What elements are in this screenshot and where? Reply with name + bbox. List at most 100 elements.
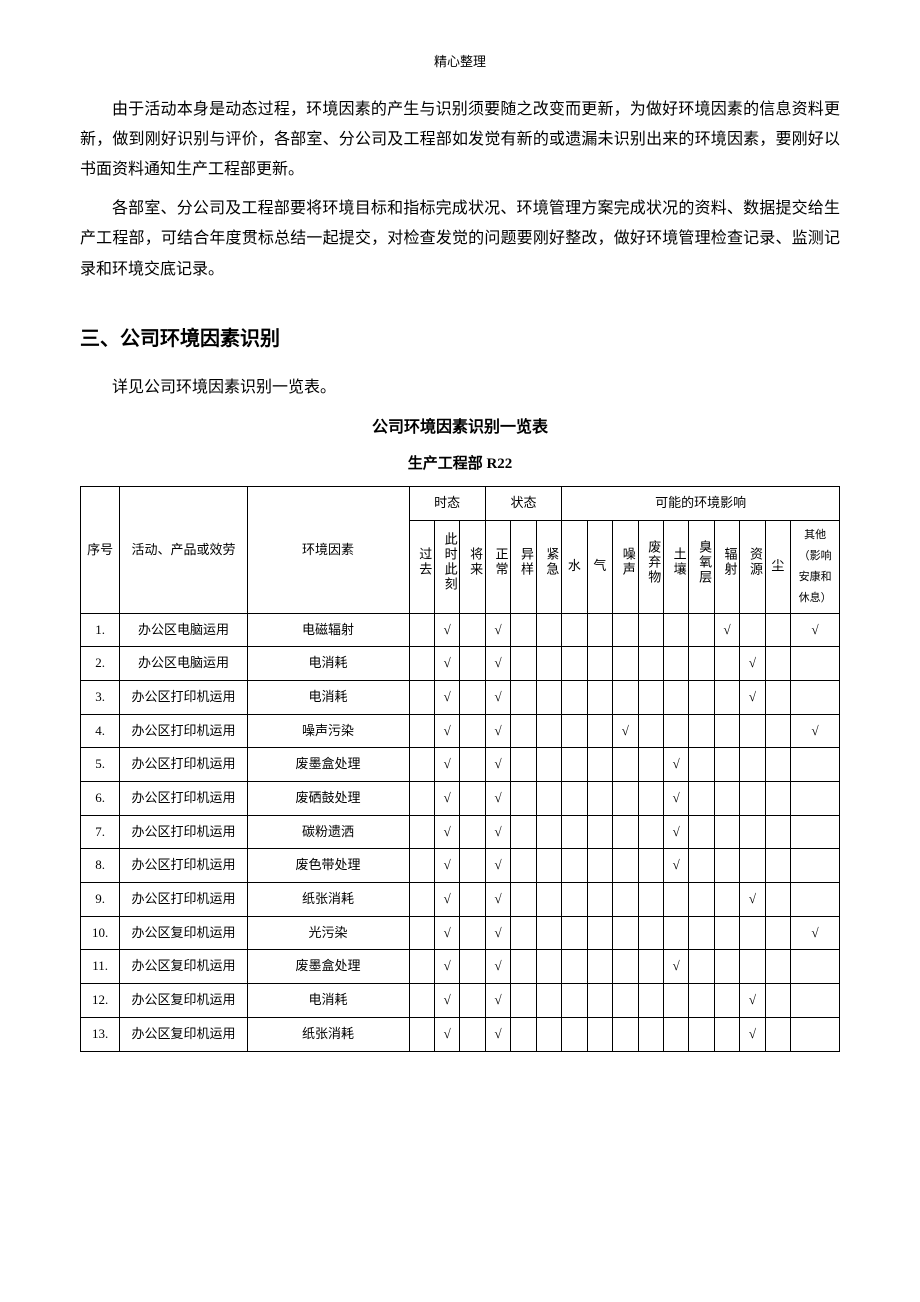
cell-impact (740, 849, 765, 883)
cell-state (536, 849, 561, 883)
cell-impact (587, 883, 612, 917)
cell-impact (765, 714, 790, 748)
cell-seq: 4. (81, 714, 120, 748)
cell-impact (765, 950, 790, 984)
table-row: 2.办公区电脑运用电消耗√√√ (81, 647, 840, 681)
cell-impact (587, 849, 612, 883)
cell-impact (689, 984, 714, 1018)
cell-seq: 5. (81, 748, 120, 782)
table-row: 9.办公区打印机运用纸张消耗√√√ (81, 883, 840, 917)
cell-impact (638, 748, 663, 782)
cell-impact: √ (740, 680, 765, 714)
cell-state (511, 916, 536, 950)
cell-state (511, 984, 536, 1018)
cell-tense (409, 815, 434, 849)
cell-tense (409, 680, 434, 714)
cell-seq: 7. (81, 815, 120, 849)
th-future: 将来 (460, 521, 485, 614)
table-row: 11.办公区复印机运用废墨盒处理√√√ (81, 950, 840, 984)
table-head: 序号 活动、产品或效劳 环境因素 时态 状态 可能的环境影响 水 气 噪声 废弃… (81, 487, 840, 613)
cell-tense (409, 984, 434, 1018)
cell-impact (689, 647, 714, 681)
cell-state (511, 950, 536, 984)
cell-seq: 8. (81, 849, 120, 883)
cell-factor: 噪声污染 (247, 714, 409, 748)
cell-impact (613, 647, 638, 681)
cell-activity: 办公区复印机运用 (120, 916, 247, 950)
cell-impact (765, 782, 790, 816)
cell-impact (587, 647, 612, 681)
cell-impact (714, 748, 739, 782)
cell-state (511, 647, 536, 681)
cell-impact (663, 714, 688, 748)
table-row: 4.办公区打印机运用噪声污染√√√√ (81, 714, 840, 748)
cell-impact: √ (663, 849, 688, 883)
th-impact: 可能的环境影响 (562, 487, 840, 521)
cell-impact (663, 916, 688, 950)
cell-impact (613, 916, 638, 950)
cell-impact (613, 849, 638, 883)
cell-seq: 9. (81, 883, 120, 917)
cell-tense (409, 748, 434, 782)
cell-impact (689, 782, 714, 816)
table-subtitle: 生产工程部 R22 (80, 450, 840, 479)
cell-impact (714, 916, 739, 950)
th-past: 过去 (409, 521, 434, 614)
cell-tense (460, 849, 485, 883)
cell-tense: √ (434, 815, 459, 849)
cell-impact (613, 950, 638, 984)
cell-impact (587, 680, 612, 714)
cell-impact: √ (740, 647, 765, 681)
cell-state: √ (485, 647, 510, 681)
cell-factor: 碳粉遗洒 (247, 815, 409, 849)
cell-activity: 办公区电脑运用 (120, 613, 247, 647)
cell-impact (638, 680, 663, 714)
cell-tense: √ (434, 883, 459, 917)
cell-impact (562, 984, 587, 1018)
cell-impact (663, 647, 688, 681)
cell-tense: √ (434, 680, 459, 714)
cell-tense (460, 680, 485, 714)
cell-impact: √ (791, 916, 840, 950)
th-emergency: 紧急 (536, 521, 561, 614)
cell-impact (689, 849, 714, 883)
cell-impact (791, 748, 840, 782)
cell-activity: 办公区复印机运用 (120, 1017, 247, 1051)
th-water: 水 (562, 521, 587, 614)
cell-impact (638, 916, 663, 950)
th-tense: 时态 (409, 487, 485, 521)
cell-state (511, 883, 536, 917)
cell-impact (562, 782, 587, 816)
cell-impact: √ (663, 815, 688, 849)
cell-activity: 办公区打印机运用 (120, 748, 247, 782)
cell-impact (638, 950, 663, 984)
cell-state (536, 714, 561, 748)
cell-impact (765, 748, 790, 782)
cell-seq: 1. (81, 613, 120, 647)
cell-state: √ (485, 1017, 510, 1051)
cell-state: √ (485, 613, 510, 647)
table-title: 公司环境因素识别一览表 (80, 413, 840, 443)
cell-factor: 废墨盒处理 (247, 950, 409, 984)
cell-state (536, 680, 561, 714)
cell-factor: 光污染 (247, 916, 409, 950)
cell-factor: 电消耗 (247, 647, 409, 681)
cell-impact: √ (791, 714, 840, 748)
cell-impact (663, 984, 688, 1018)
cell-seq: 11. (81, 950, 120, 984)
cell-tense (409, 613, 434, 647)
cell-impact (791, 849, 840, 883)
cell-tense (409, 950, 434, 984)
cell-tense: √ (434, 714, 459, 748)
cell-tense (460, 647, 485, 681)
cell-impact (587, 916, 612, 950)
cell-state (511, 680, 536, 714)
table-row: 10.办公区复印机运用光污染√√√ (81, 916, 840, 950)
cell-impact: √ (663, 950, 688, 984)
cell-impact (765, 815, 790, 849)
cell-seq: 6. (81, 782, 120, 816)
cell-factor: 电消耗 (247, 984, 409, 1018)
cell-tense (460, 815, 485, 849)
cell-tense (409, 883, 434, 917)
cell-state (536, 883, 561, 917)
